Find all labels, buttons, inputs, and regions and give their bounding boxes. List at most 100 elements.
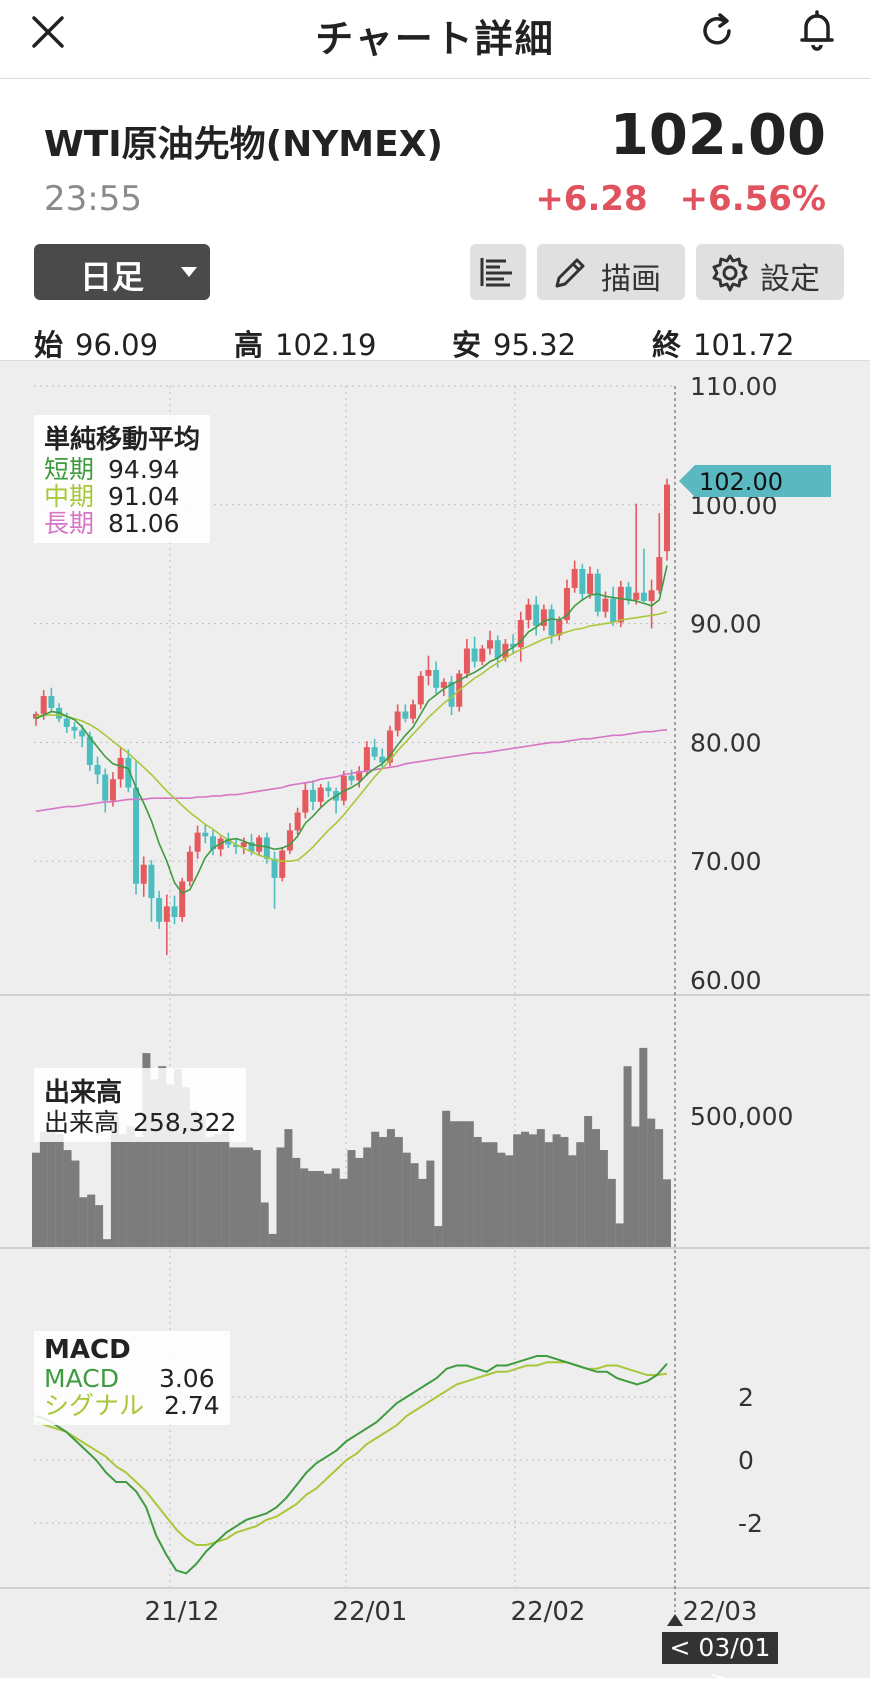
candle-body — [433, 669, 440, 688]
candle-body — [109, 779, 116, 801]
volume-axis-tick: 500,000 — [690, 1102, 793, 1131]
sma-short-label: 短期 — [44, 455, 95, 484]
volume-bar — [150, 1079, 159, 1247]
draw-label: 描画 — [601, 262, 661, 297]
candle-body — [425, 669, 432, 676]
volume-bar — [221, 1131, 230, 1247]
volume-bar — [402, 1152, 411, 1247]
candle-body — [540, 609, 547, 626]
sma-short-line — [35, 565, 668, 895]
draw-button[interactable]: 描画 — [537, 244, 685, 300]
signal-value: 2.74 — [164, 1391, 220, 1420]
volume-bar — [473, 1136, 482, 1247]
volume-bar — [450, 1121, 459, 1247]
volume-bar — [394, 1136, 403, 1247]
price-axis-tick: 80.00 — [690, 728, 762, 757]
settings-button[interactable]: 設定 — [696, 244, 844, 300]
refresh-icon[interactable] — [696, 10, 738, 52]
sma-long-row: 長期 81.06 — [44, 510, 200, 537]
candle-body — [479, 648, 486, 662]
candle-body — [117, 757, 124, 780]
price-axis-tick: 110.00 — [690, 372, 777, 401]
candle-body — [594, 573, 601, 612]
volume-bar — [292, 1157, 301, 1247]
candle-body — [40, 696, 47, 714]
chart-svg: 110.00100.0090.0080.0070.0060.00102.0050… — [0, 372, 870, 1627]
bell-icon[interactable] — [796, 8, 838, 52]
macd-axis-tick: 0 — [738, 1446, 754, 1475]
candle-body — [533, 604, 540, 626]
volume-label: 出来高 — [44, 1108, 120, 1137]
change-percent: +6.56% — [679, 179, 826, 219]
volume-bar — [544, 1142, 553, 1247]
candle-body — [310, 789, 317, 802]
candle-body — [548, 609, 555, 636]
indicator-list-button[interactable] — [470, 244, 526, 300]
volume-bar — [79, 1197, 88, 1247]
candle-body — [302, 789, 309, 813]
macd-row: MACD 3.06 — [44, 1365, 220, 1392]
period-select[interactable]: 日足 — [34, 244, 210, 300]
candle-body — [240, 842, 247, 847]
candle-body — [271, 858, 278, 878]
volume-bar — [386, 1129, 395, 1247]
volume-bar — [497, 1152, 506, 1247]
volume-bar — [339, 1178, 348, 1247]
close-icon[interactable] — [28, 12, 68, 52]
candle-body — [625, 586, 632, 600]
close-value: 101.72 — [693, 328, 795, 362]
candle-body — [163, 906, 170, 922]
volume-bar — [465, 1121, 474, 1247]
candle-body — [471, 648, 478, 662]
candle-body — [202, 832, 209, 837]
page-title: チャート詳細 — [315, 17, 555, 61]
volume-bar — [442, 1110, 451, 1247]
volume-bar — [655, 1129, 664, 1247]
pencil-icon — [555, 258, 585, 288]
volume-bar — [87, 1194, 96, 1247]
volume-bar — [237, 1147, 246, 1247]
volume-bar — [560, 1136, 569, 1247]
volume-bar — [347, 1150, 356, 1247]
volume-bar — [355, 1157, 364, 1247]
candle-body — [325, 787, 332, 792]
volume-bar — [521, 1131, 530, 1247]
price-axis-tick: 60.00 — [690, 966, 762, 995]
volume-bar — [55, 1134, 64, 1247]
open-label: 始 — [34, 328, 64, 362]
macd-axis-tick: 2 — [738, 1383, 754, 1412]
chart-area[interactable]: 110.00 100.00 90.00 80.00 70.00 60.00 102.00 50… — [0, 361, 870, 1678]
volume-bar — [418, 1178, 427, 1247]
volume-bar — [284, 1129, 293, 1247]
settings-label: 設定 — [760, 262, 820, 297]
macd-legend-title: MACD — [44, 1335, 131, 1365]
candle-body — [571, 568, 578, 588]
candle-body — [394, 711, 401, 731]
candle-body — [494, 640, 501, 659]
volume-bar — [457, 1121, 466, 1247]
volume-row: 出来高 258,322 — [44, 1109, 236, 1136]
candle-body — [263, 837, 270, 859]
instrument-card: WTI原油先物(NYMEX) 102.00 23:55 +6.28 +6.56% — [14, 95, 856, 227]
sma-short-row: 短期 94.94 — [44, 456, 200, 483]
volume-bar — [552, 1134, 561, 1247]
volume-bar — [252, 1150, 261, 1247]
candle-body — [317, 787, 324, 802]
macd-value: 3.06 — [158, 1364, 215, 1393]
volume-bar — [481, 1142, 490, 1247]
close-label: 終 — [652, 328, 682, 362]
candle-body — [294, 812, 301, 831]
volume-bar — [197, 1116, 206, 1247]
candle-body — [502, 643, 509, 659]
candle-body — [587, 573, 594, 594]
volume-bar — [47, 1129, 56, 1247]
sma-long-label: 長期 — [44, 509, 95, 538]
date-axis-tick: 21/12 — [145, 1597, 220, 1627]
volume-bar — [623, 1066, 632, 1247]
crosshair-date-flag: < 03/01 > — [662, 1632, 778, 1694]
volume-bar — [276, 1147, 285, 1247]
sma-mid-label: 中期 — [44, 482, 95, 511]
volume-bar — [308, 1171, 317, 1247]
candle-body — [94, 764, 101, 775]
volume-bar — [599, 1150, 608, 1247]
